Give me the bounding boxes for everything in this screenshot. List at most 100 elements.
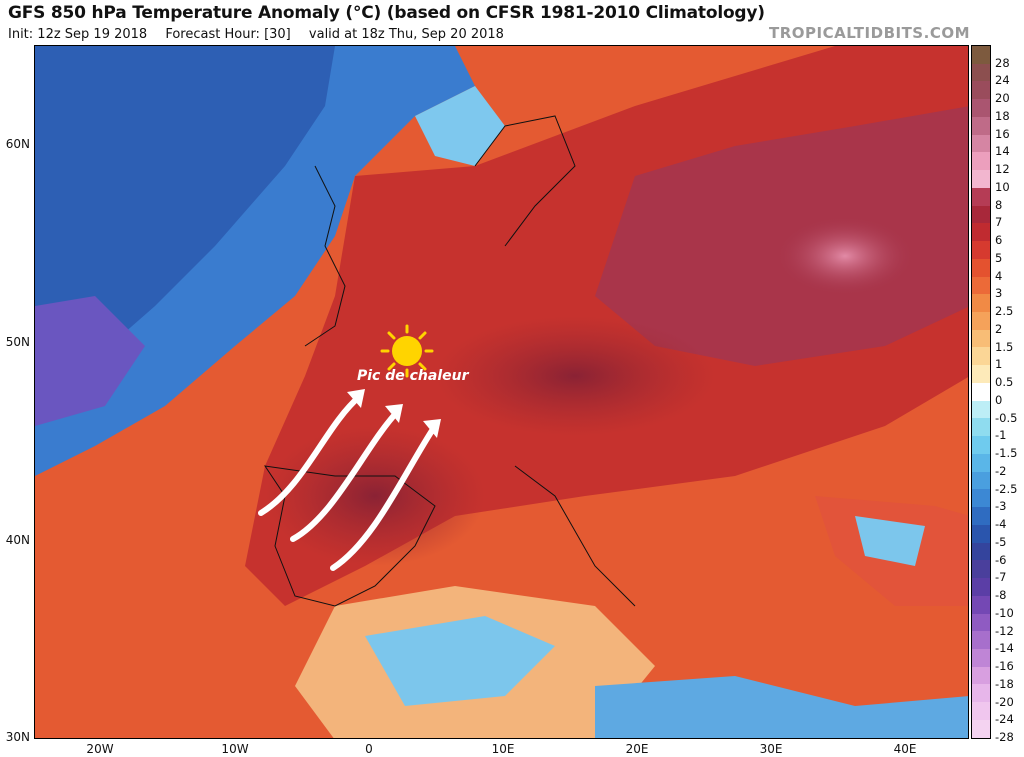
sun-icon [380, 324, 434, 378]
colorbar-tick-label: -1.5 [995, 446, 1018, 461]
curved-arrow-icon [290, 408, 401, 542]
colorbar-tick-label: 4 [995, 268, 1003, 283]
southeast-cool [595, 676, 968, 738]
turkey-cool-patch [855, 516, 925, 566]
mediterranean-cool [365, 616, 555, 706]
colorbar-swatch [972, 294, 990, 313]
curved-arrow-icon [258, 393, 363, 516]
colorbar-swatch [972, 648, 990, 667]
arrow-head [347, 389, 365, 408]
lon-label: 40E [893, 742, 917, 756]
central-europe-hot-core [435, 316, 715, 436]
colorbar-tick-label: 28 [995, 55, 1010, 70]
colorbar-swatch [972, 453, 990, 472]
colorbar-swatch [972, 152, 990, 171]
colorbar-tick-label: 24 [995, 73, 1010, 88]
colorbar-swatch [972, 436, 990, 454]
colorbar-labels: 28 24 20 18 16 14 12 10 8 7 6 5 4 3 2.5 2 1.5 1 0.5 0 -0.5 -1… [995, 45, 1024, 744]
colorbar-swatch [972, 719, 990, 738]
valid-time: valid at 18z Thu, Sep 20 2018 [308, 27, 504, 42]
scandinavia-cool [415, 86, 505, 166]
lon-label: 10W [221, 742, 249, 756]
colorbar-swatch [972, 312, 990, 330]
colorbar-swatch [972, 684, 990, 703]
colorbar-tick-label: -16 [995, 659, 1014, 674]
map-canvas [35, 46, 968, 738]
lon-label: 30E [759, 742, 783, 756]
colorbar-tick-label: -2.5 [995, 481, 1018, 496]
british-isles-coast [304, 165, 346, 347]
map-subtitle: Init: 12z Sep 19 2018 Forecast Hour: [30… [8, 27, 518, 42]
colorbar-tick-label: 5 [995, 250, 1003, 265]
colorbar-swatch [972, 631, 990, 649]
lon-label: 0 [365, 742, 373, 756]
iberia-hot-core [265, 426, 485, 566]
colorbar-tick-label: 0.5 [995, 375, 1014, 390]
colorbar-swatch [972, 595, 990, 614]
colorbar-tick-label: -24 [995, 712, 1014, 727]
lon-label: 20E [625, 742, 649, 756]
scandinavia-coast [474, 115, 576, 247]
colorbar-tick-label: 14 [995, 144, 1010, 159]
colorbar-swatch [972, 400, 990, 419]
colorbar-tick-label: 2 [995, 321, 1003, 336]
colorbar-swatch [972, 241, 990, 259]
lat-label: 40N [5, 533, 30, 547]
colorbar-swatch [972, 116, 990, 135]
colorbar-swatch [972, 560, 990, 579]
colorbar-swatch [972, 347, 990, 366]
colorbar-tick-label: -4 [995, 517, 1007, 532]
colorbar-tick-label: 10 [995, 179, 1010, 194]
arrow-head [423, 419, 441, 438]
iberia-coast [263, 465, 436, 607]
colorbar [971, 45, 991, 739]
brand-watermark: TROPICALTIDBITS.COM [769, 24, 970, 42]
eastern-europe-hot [595, 106, 968, 366]
italy-coast [514, 465, 636, 607]
colorbar-swatch [972, 613, 990, 632]
colorbar-tick-label: 1.5 [995, 339, 1014, 354]
colorbar-tick-label: -18 [995, 676, 1014, 691]
pink-max-anomaly [775, 216, 915, 296]
heat-peak-annotation: Pic de chaleur [357, 368, 469, 384]
colorbar-swatch [972, 382, 990, 401]
colorbar-tick-label: 3 [995, 286, 1003, 301]
anomaly-map [34, 45, 969, 739]
curved-arrow-icon [330, 423, 438, 571]
colorbar-swatch [972, 134, 990, 153]
colorbar-swatch [972, 666, 990, 685]
colorbar-swatch [972, 418, 990, 437]
colorbar-swatch [972, 63, 990, 82]
colorbar-tick-label: 20 [995, 91, 1010, 106]
lon-label: 10E [491, 742, 515, 756]
colorbar-swatch [972, 365, 990, 383]
colorbar-swatch [972, 187, 990, 206]
colorbar-tick-label: -5 [995, 534, 1007, 549]
colorbar-tick-label: -20 [995, 694, 1014, 709]
lat-label: 30N [5, 730, 30, 744]
colorbar-tick-label: -10 [995, 605, 1014, 620]
arrow-head [385, 404, 403, 423]
colorbar-tick-label: 1 [995, 357, 1003, 372]
colorbar-swatch [972, 276, 990, 295]
init-time: Init: 12z Sep 19 2018 [8, 27, 148, 42]
colorbar-tick-label: 16 [995, 126, 1010, 141]
colorbar-swatch [972, 471, 990, 490]
colorbar-swatch [972, 46, 990, 64]
colorbar-swatch [972, 702, 990, 720]
colorbar-swatch [972, 205, 990, 224]
colorbar-tick-label: -7 [995, 570, 1007, 585]
purple-cold-core [35, 296, 145, 426]
colorbar-swatch [972, 578, 990, 596]
colorbar-tick-label: -0.5 [995, 410, 1018, 425]
colorbar-tick-label: -3 [995, 499, 1007, 514]
colorbar-swatch [972, 489, 990, 508]
colorbar-tick-label: 7 [995, 215, 1003, 230]
colorbar-tick-label: 12 [995, 162, 1010, 177]
colorbar-tick-label: -1 [995, 428, 1007, 443]
colorbar-tick-label: -2 [995, 463, 1007, 478]
colorbar-swatch [972, 223, 990, 242]
colorbar-tick-label: 18 [995, 108, 1010, 123]
colorbar-swatch [972, 258, 990, 277]
colorbar-swatch [972, 329, 990, 348]
